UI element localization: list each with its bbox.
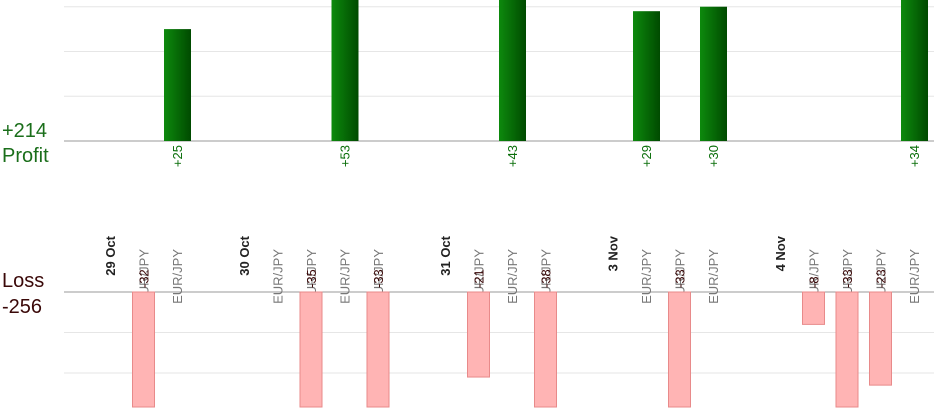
category-label: EUR/JPY (907, 249, 922, 304)
profit-bar (331, 0, 359, 141)
value-label: -38 (539, 269, 554, 288)
category-label: EUR/JPY (271, 249, 286, 304)
value-label: -35 (304, 269, 319, 288)
loss-bar (534, 291, 557, 408)
value-label: -23 (874, 269, 889, 288)
category-label: 30 Oct (237, 235, 252, 275)
profit-bar (700, 6, 727, 142)
category-label: EUR/JPY (304, 249, 319, 304)
category-label: 31 Oct (438, 235, 453, 275)
value-label: -8 (807, 276, 822, 288)
loss-bar (467, 291, 490, 378)
value-label: -32 (137, 269, 152, 288)
loss-total: -256 (2, 296, 42, 318)
value-label: -33 (371, 269, 386, 288)
profit-legend: Profit (2, 145, 49, 167)
value-label: -33 (673, 269, 688, 288)
value-label: +34 (907, 145, 922, 167)
category-label: EUR/JPY (170, 249, 185, 304)
value-label: +25 (170, 145, 185, 167)
profit-bar (633, 11, 660, 142)
value-label: +43 (505, 145, 520, 167)
category-label: EUR/JPY (338, 249, 353, 304)
loss-bar (299, 291, 323, 408)
value-label: -21 (472, 269, 487, 288)
loss-bar (132, 291, 155, 408)
profit-bar (901, 0, 928, 141)
category-label: EUR/JPY (807, 249, 822, 304)
category-label: EUR/JPY (874, 249, 889, 304)
loss-bar (366, 291, 390, 408)
category-label: EUR/JPY (840, 249, 855, 304)
value-label: +29 (639, 145, 654, 167)
category-label: EUR/JPY (371, 249, 386, 304)
value-label: -33 (840, 269, 855, 288)
category-label: EUR/JPY (539, 249, 554, 304)
category-label: EUR/JPY (505, 249, 520, 304)
category-label: EUR/JPY (706, 249, 721, 304)
profit-total: +214 (2, 120, 47, 142)
loss-bar (869, 291, 892, 386)
profit-bar (499, 0, 526, 141)
category-label: EUR/JPY (639, 249, 654, 304)
loss-bar (835, 291, 859, 408)
profit-bar (164, 29, 191, 141)
loss-legend: Loss (2, 270, 44, 292)
category-label: EUR/JPY (472, 249, 487, 304)
category-label: EUR/JPY (673, 249, 688, 304)
category-label: 4 Nov (773, 235, 788, 271)
category-label: EUR/JPY (137, 249, 152, 304)
value-label: +53 (338, 145, 353, 167)
category-label: 29 Oct (103, 235, 118, 275)
loss-bar (668, 291, 691, 408)
loss-bar (802, 291, 825, 325)
value-label: +30 (706, 145, 721, 167)
category-label: 3 Nov (606, 235, 621, 271)
